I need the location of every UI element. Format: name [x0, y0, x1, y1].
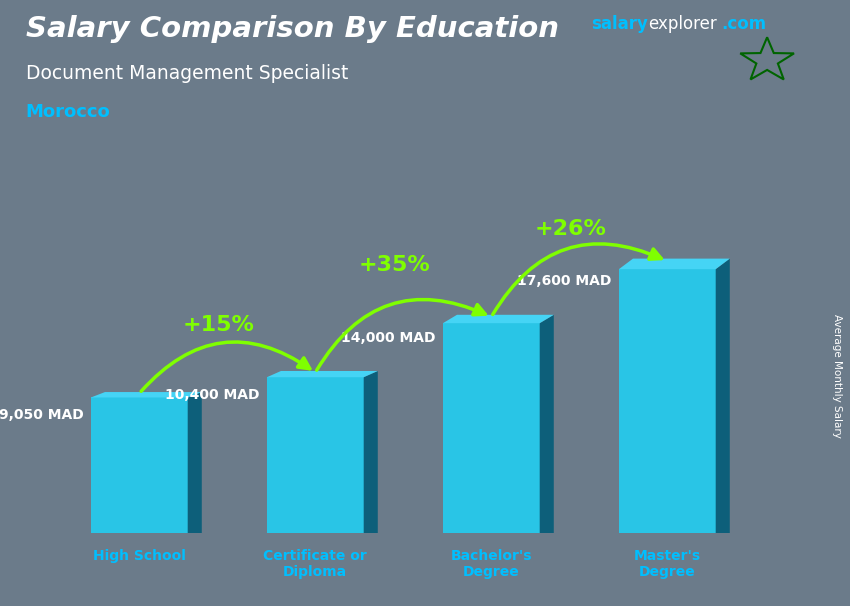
Polygon shape: [716, 259, 730, 533]
Text: +26%: +26%: [535, 219, 606, 239]
Polygon shape: [91, 392, 201, 398]
Text: explorer: explorer: [648, 15, 717, 33]
Polygon shape: [540, 315, 554, 533]
Text: Salary Comparison By Education: Salary Comparison By Education: [26, 15, 558, 43]
Text: .com: .com: [721, 15, 766, 33]
Text: Morocco: Morocco: [26, 103, 110, 121]
Text: 9,050 MAD: 9,050 MAD: [0, 408, 84, 422]
Polygon shape: [91, 398, 188, 533]
Text: 17,600 MAD: 17,600 MAD: [518, 274, 612, 288]
Text: Average Monthly Salary: Average Monthly Salary: [832, 314, 842, 438]
Polygon shape: [188, 392, 201, 533]
Polygon shape: [443, 315, 554, 323]
Polygon shape: [619, 269, 716, 533]
Polygon shape: [267, 371, 377, 377]
Text: +15%: +15%: [183, 315, 254, 335]
Polygon shape: [267, 377, 364, 533]
Polygon shape: [443, 323, 540, 533]
Text: 10,400 MAD: 10,400 MAD: [166, 388, 260, 402]
Text: 14,000 MAD: 14,000 MAD: [342, 331, 436, 345]
Polygon shape: [619, 259, 730, 269]
Text: salary: salary: [591, 15, 648, 33]
Polygon shape: [364, 371, 377, 533]
Text: +35%: +35%: [359, 255, 430, 275]
Text: Document Management Specialist: Document Management Specialist: [26, 64, 348, 82]
